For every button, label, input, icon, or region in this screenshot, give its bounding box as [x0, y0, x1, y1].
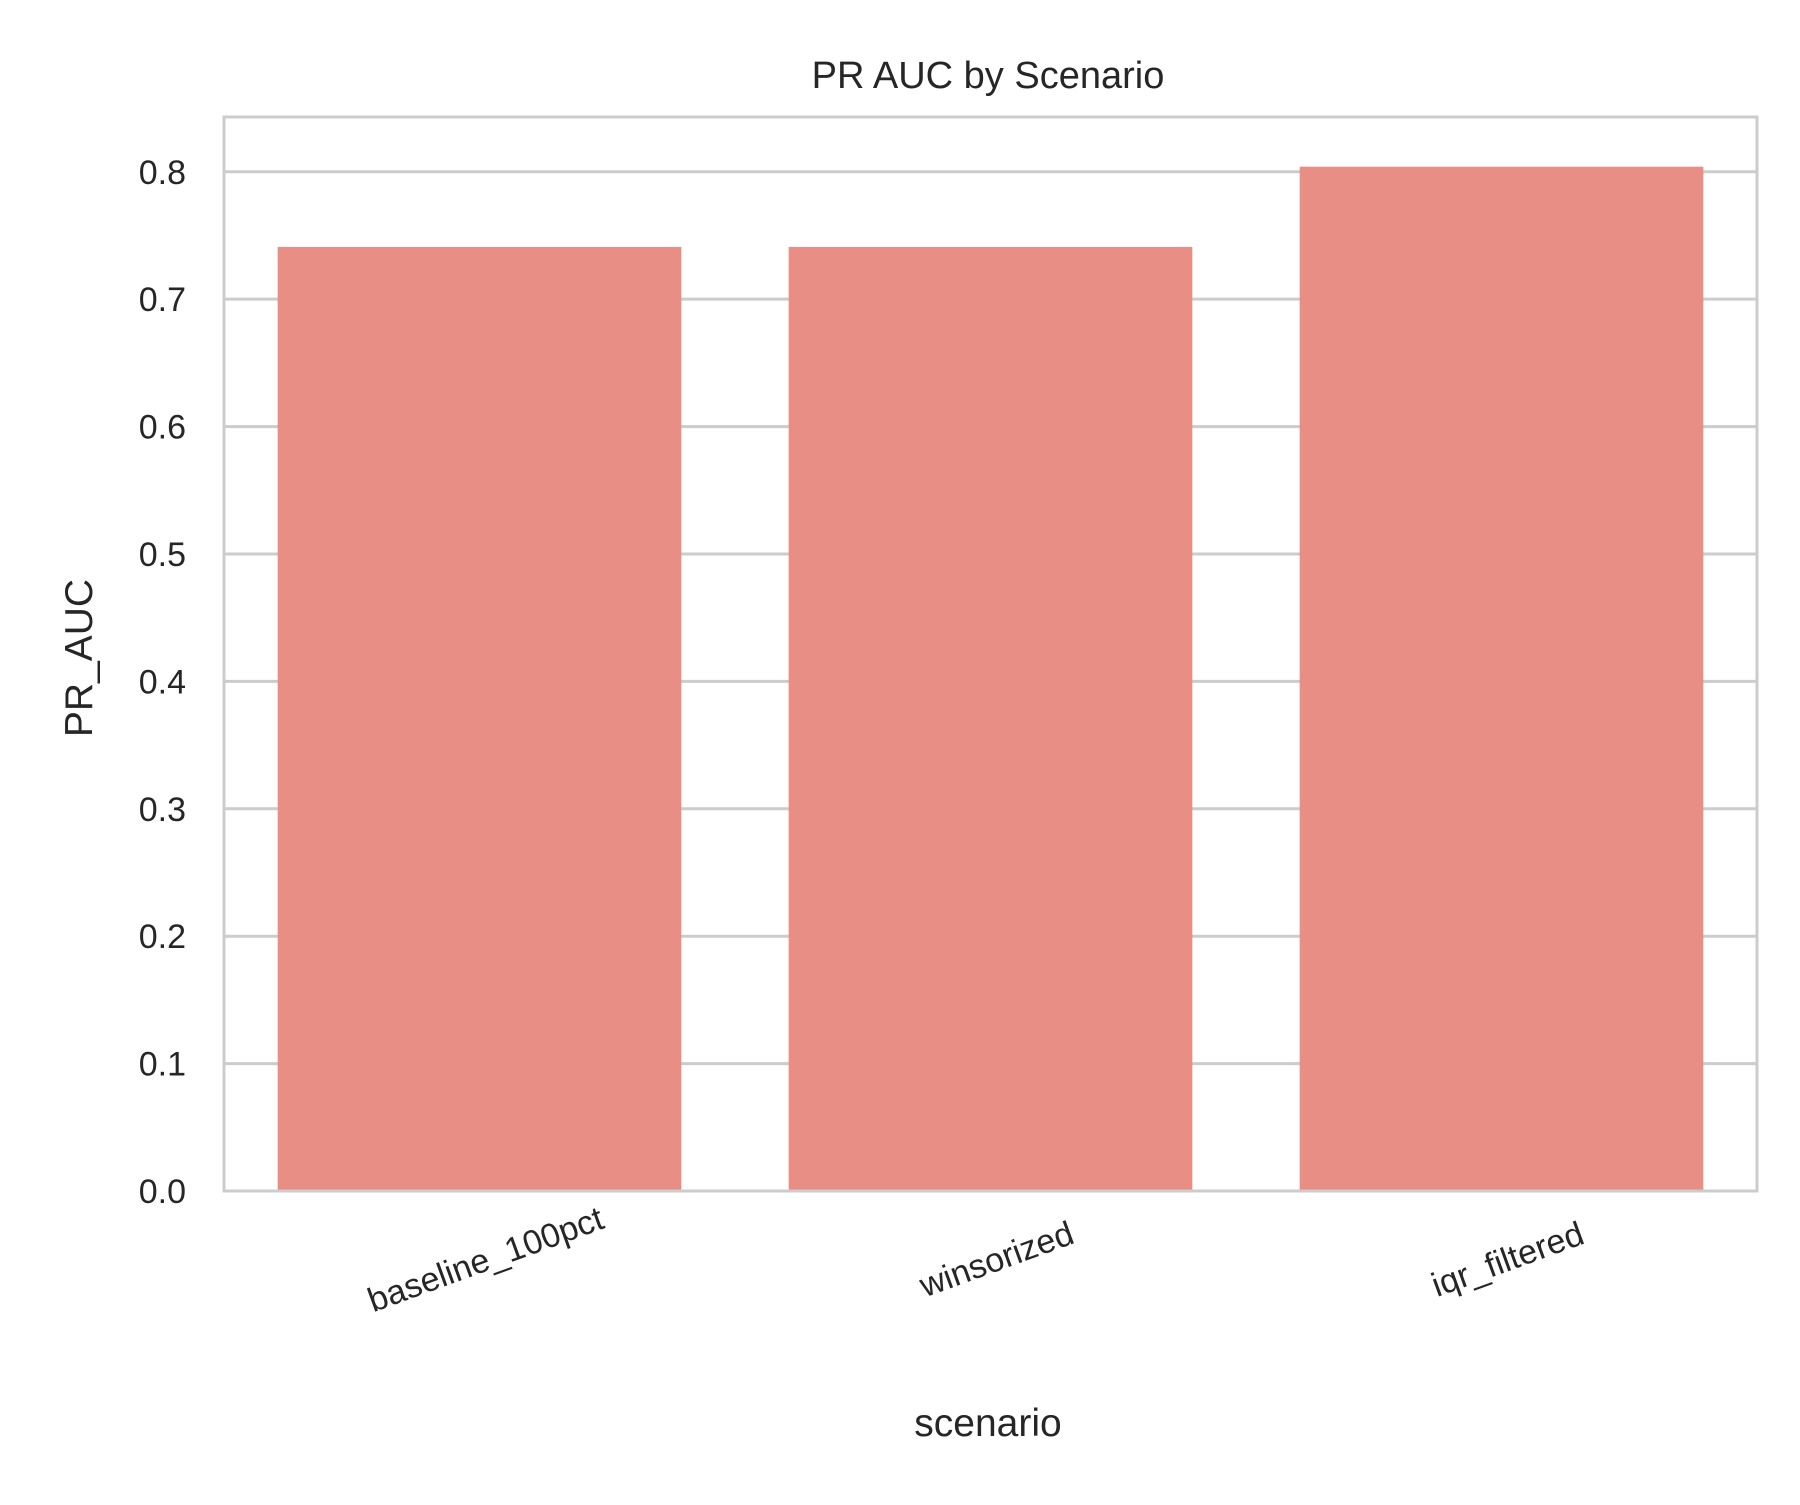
y-tick-label: 0.3	[139, 791, 186, 829]
y-axis-title: PR_AUC	[58, 579, 101, 737]
bar-baseline-100pct	[277, 246, 682, 1191]
y-tick-label: 0.5	[139, 536, 186, 574]
bars	[277, 166, 1704, 1192]
y-tick-label: 0.4	[139, 663, 186, 701]
x-axis-title: scenario	[914, 1402, 1061, 1445]
y-tick-label: 0.0	[139, 1173, 186, 1211]
y-tick-label: 0.1	[139, 1046, 186, 1084]
y-tick-labels: 0.0 0.1 0.2 0.3 0.4 0.5 0.6 0.7 0.8	[139, 154, 186, 1211]
y-tick-label: 0.2	[139, 918, 186, 956]
plot-frame	[222, 115, 1759, 1193]
bar-winsorized	[788, 246, 1193, 1191]
y-tick-label: 0.6	[139, 409, 186, 447]
bar-iqr-filtered	[1299, 166, 1704, 1192]
chart-title: PR AUC by Scenario	[812, 55, 1165, 97]
y-tick-label: 0.8	[139, 154, 186, 192]
y-tick-label: 0.7	[139, 281, 186, 319]
